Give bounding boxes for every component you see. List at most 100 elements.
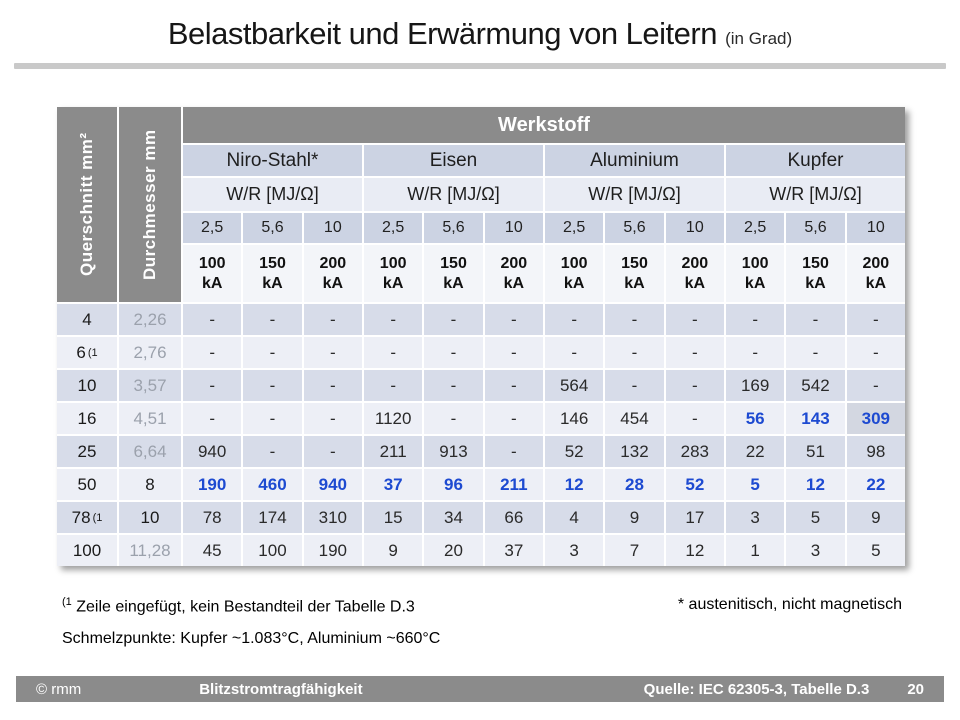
table-cell: 310 (303, 502, 362, 533)
row-cross-section: 25 (57, 436, 117, 467)
footer-source: Quelle: IEC 62305-3, Tabelle D.3 (643, 680, 870, 698)
table-cell: - (665, 370, 724, 401)
table-cell: - (846, 370, 905, 401)
table-cell: 4 (544, 502, 604, 533)
table-cell: 51 (786, 436, 845, 467)
table-cell: - (484, 304, 543, 335)
current-header: 150 kA (786, 245, 845, 302)
wr-unit-header: W/R [MJ/Ω] (544, 178, 724, 211)
table-cell: - (665, 304, 724, 335)
table-cell: 28 (605, 469, 664, 500)
footer-copyright: © rmm (36, 680, 82, 698)
table-cell: 169 (725, 370, 785, 401)
table-cell: 132 (605, 436, 664, 467)
table-cell: - (183, 304, 242, 335)
footer-page-number: 20 (907, 680, 924, 698)
table-cell: - (183, 370, 242, 401)
table-cell: - (183, 403, 242, 434)
footer-bar: © rmm Blitzstromtragfähigkeit Quelle: IE… (16, 676, 944, 702)
table-cell: 56 (725, 403, 785, 434)
table-cell: 564 (544, 370, 604, 401)
table-cell: 146 (544, 403, 604, 434)
table-cell: - (544, 304, 604, 335)
table-cell: - (183, 337, 242, 368)
table-cell: 17 (665, 502, 724, 533)
table-cell: 34 (424, 502, 483, 533)
table-cell: - (605, 304, 664, 335)
row-diameter: 11,28 (119, 535, 181, 566)
row-cross-section: 100 (57, 535, 117, 566)
table-cell: - (363, 337, 423, 368)
energy-level-header: 10 (303, 213, 362, 243)
table-cell: 460 (243, 469, 302, 500)
table-cell: 3 (725, 502, 785, 533)
title-divider (14, 63, 946, 69)
table-cell: - (363, 370, 423, 401)
row-cross-section: 16 (57, 403, 117, 434)
table-cell: 283 (665, 436, 724, 467)
current-header: 100 kA (544, 245, 604, 302)
table-cell: - (725, 337, 785, 368)
row-diameter: 6,64 (119, 436, 181, 467)
energy-level-header: 10 (484, 213, 543, 243)
current-header: 200 kA (665, 245, 724, 302)
row-diameter: 10 (119, 502, 181, 533)
table-cell: 15 (363, 502, 423, 533)
table-cell: 940 (303, 469, 362, 500)
wr-unit-header: W/R [MJ/Ω] (363, 178, 543, 211)
footnote-row-note-text: Zeile eingefügt, kein Bestandteil der Ta… (76, 598, 415, 616)
footnote-steel-note: * austenitisch, nicht magnetisch (677, 596, 902, 613)
table-cell: 7 (605, 535, 664, 566)
table-cell: - (665, 403, 724, 434)
table-cell: 3 (786, 535, 845, 566)
table-cell: - (846, 304, 905, 335)
table-cell: - (725, 304, 785, 335)
row-cross-section: 50 (57, 469, 117, 500)
table-cell: 37 (363, 469, 423, 500)
table-cell: 96 (424, 469, 483, 500)
werkstoff-header: Werkstoff (183, 107, 905, 143)
table-cell: - (786, 304, 845, 335)
row-cross-section: 10 (57, 370, 117, 401)
energy-level-header: 2,5 (363, 213, 423, 243)
table-cell: 100 (243, 535, 302, 566)
energy-level-header: 2,5 (725, 213, 785, 243)
table-cell: 20 (424, 535, 483, 566)
row-diameter: 8 (119, 469, 181, 500)
table-cell: - (605, 337, 664, 368)
footnote-row-note-marker: (1 (62, 596, 72, 608)
table-cell: - (424, 337, 483, 368)
table-cell: 1 (725, 535, 785, 566)
table-cell: - (303, 337, 362, 368)
table-cell: 12 (665, 535, 724, 566)
table-cell: 913 (424, 436, 483, 467)
table-cell: - (484, 337, 543, 368)
table-cell: 5 (786, 502, 845, 533)
current-header: 200 kA (303, 245, 362, 302)
table-cell: - (424, 304, 483, 335)
table-cell: - (243, 337, 302, 368)
table-cell: 45 (183, 535, 242, 566)
footnote-row-note: (1 Zeile eingefügt, kein Bestandteil der… (62, 596, 415, 616)
table-cell: 9 (846, 502, 905, 533)
table-cell: - (544, 337, 604, 368)
material-header: Niro-Stahl* (183, 145, 362, 176)
table-cell: 174 (243, 502, 302, 533)
row-cross-section: 4 (57, 304, 117, 335)
table-cell: - (846, 337, 905, 368)
row-cross-section: 78 (1 (57, 502, 117, 533)
table-cell: 22 (725, 436, 785, 467)
material-header: Kupfer (725, 145, 905, 176)
table-cell: 5 (846, 535, 905, 566)
table-cell: - (243, 370, 302, 401)
table-cell: - (424, 370, 483, 401)
energy-level-header: 5,6 (424, 213, 483, 243)
table-cell: 5 (725, 469, 785, 500)
current-header: 200 kA (484, 245, 543, 302)
table-cell: 52 (544, 436, 604, 467)
table-cell: 542 (786, 370, 845, 401)
table-cell: 940 (183, 436, 242, 467)
table-cell: 12 (786, 469, 845, 500)
table-cell: - (303, 370, 362, 401)
row-diameter: 2,26 (119, 304, 181, 335)
